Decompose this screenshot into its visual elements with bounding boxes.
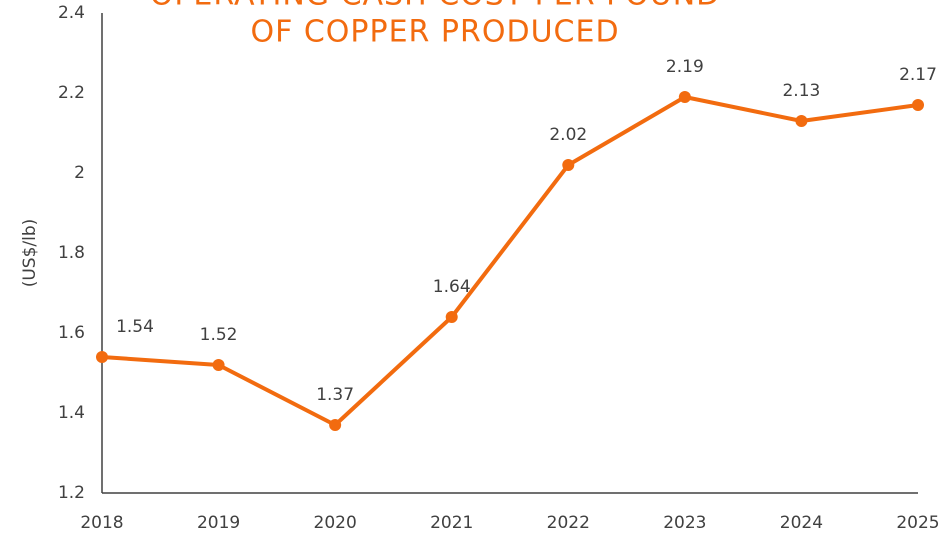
x-tick-label: 2019 xyxy=(197,513,240,533)
data-label: 2.13 xyxy=(782,81,820,101)
y-tick-label: 1.4 xyxy=(58,403,85,423)
x-tick-label: 2024 xyxy=(780,513,823,533)
data-label: 1.37 xyxy=(316,385,354,405)
line xyxy=(101,95,919,427)
y-tick-label: 2 xyxy=(74,163,85,183)
y-tick-label: 1.6 xyxy=(58,323,85,343)
y-tick-label: 1.8 xyxy=(58,243,85,263)
x-tick-label: 2023 xyxy=(663,513,706,533)
marker xyxy=(562,159,575,171)
chart-title: OF COPPER PRODUCED xyxy=(250,15,619,50)
y-tick-label: 2.2 xyxy=(58,83,85,103)
marker xyxy=(96,351,108,363)
chart-title: OPERATING CASH COST PER POUND xyxy=(150,0,721,13)
data-label: 1.64 xyxy=(433,277,471,297)
data-label: 2.02 xyxy=(549,125,587,145)
marker xyxy=(795,115,808,127)
marker xyxy=(445,311,458,323)
x-tick-label: 2020 xyxy=(314,513,357,533)
data-label: 2.17 xyxy=(899,65,937,85)
y-tick-label: 1.2 xyxy=(58,483,85,503)
marker xyxy=(912,99,924,111)
marker xyxy=(329,419,342,431)
x-tick-label: 2018 xyxy=(80,513,123,533)
x-tick-label: 2021 xyxy=(430,513,473,533)
data-label: 2.19 xyxy=(666,57,704,77)
data-label: 1.52 xyxy=(200,325,238,345)
y-tick-label: 2.4 xyxy=(58,3,85,23)
y-axis-label: (US$/lb) xyxy=(20,219,40,288)
marker xyxy=(212,359,225,371)
x-tick-label: 2022 xyxy=(547,513,590,533)
x-tick-label: 2025 xyxy=(896,513,939,533)
data-label: 1.54 xyxy=(116,317,154,337)
marker xyxy=(678,91,691,103)
